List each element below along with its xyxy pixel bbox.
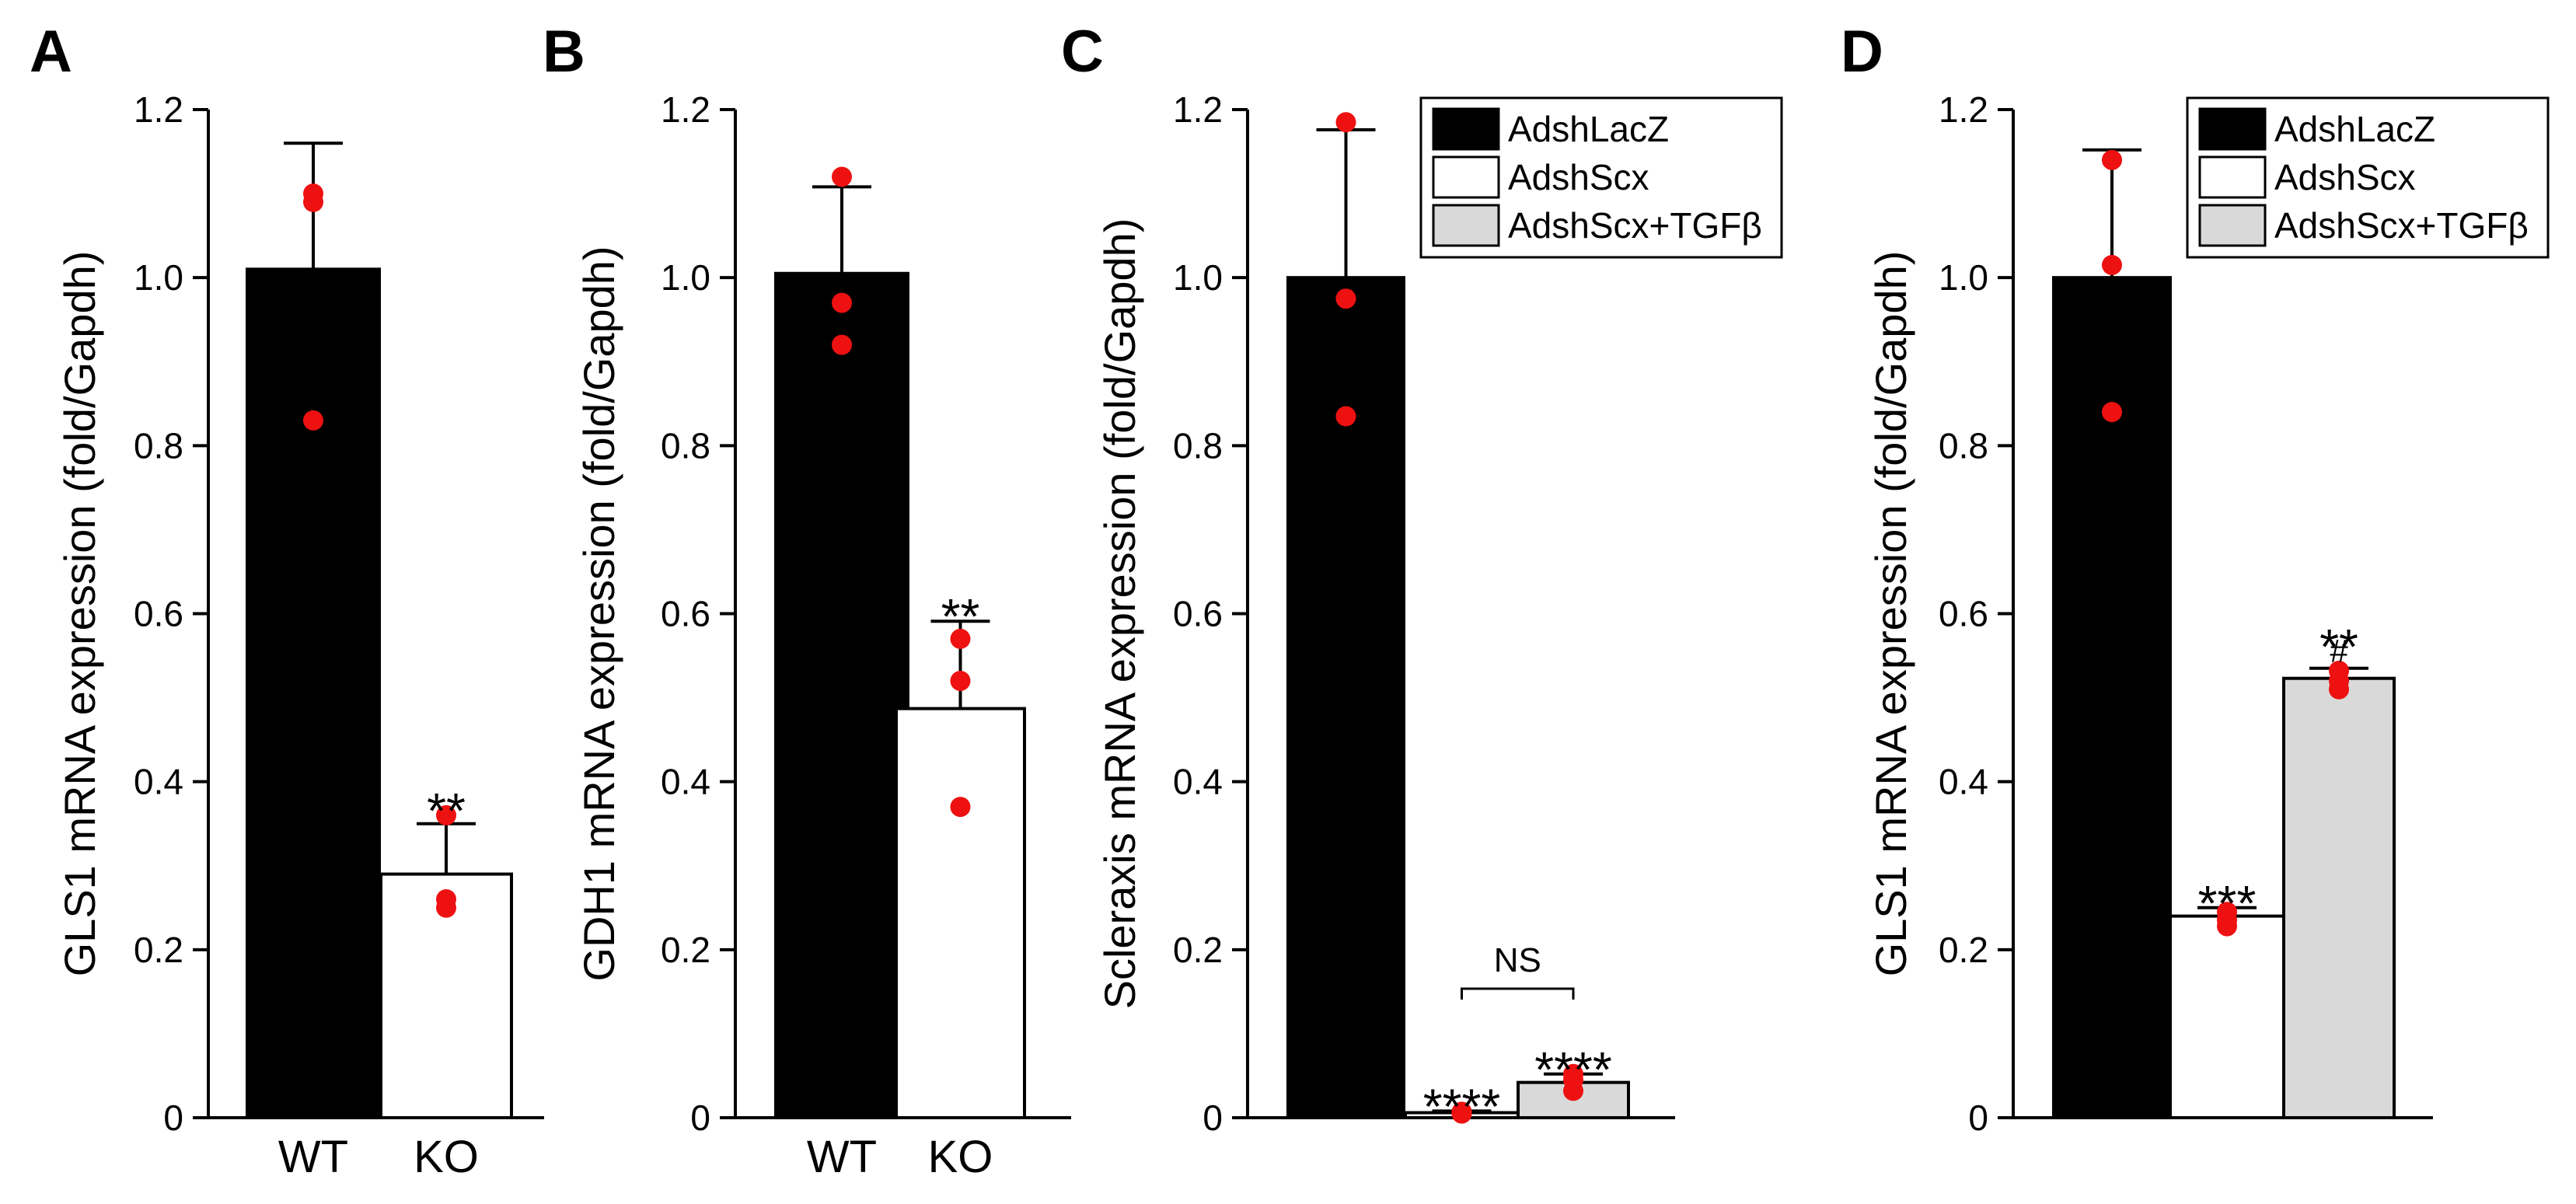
- y-tick-label: 1.2: [134, 89, 183, 130]
- panel-b: B 0 0.2 0.4 0.6 0.8 1.0 1.2 GDH1 mRNA expression…: [543, 19, 1071, 1182]
- bar: [2169, 914, 2285, 1119]
- legend-swatch: [2198, 204, 2267, 247]
- data-point: [1335, 288, 1356, 309]
- y-tick-label: 0: [1968, 1098, 1988, 1138]
- panel-letter: D: [1841, 19, 1883, 85]
- data-point: [950, 797, 971, 818]
- y-tick-label: 1.0: [134, 257, 183, 298]
- legend-swatch: [2198, 107, 2267, 151]
- legend-swatch: [1432, 107, 1500, 151]
- data-point: [436, 804, 456, 825]
- y-tick-label: 0.8: [1939, 425, 1988, 466]
- legend-label: AdshLacZ: [2274, 109, 2435, 149]
- data-point: [832, 334, 852, 355]
- legend-label: AdshScx+TGFβ: [1508, 205, 1762, 246]
- bar: [246, 267, 381, 1120]
- y-tick-label: 1.2: [1173, 89, 1223, 130]
- y-tick-label: 0.8: [1173, 425, 1223, 466]
- y-tick-label: 0.4: [134, 762, 183, 802]
- panel-letter: C: [1061, 19, 1104, 85]
- x-category-label: KO: [928, 1132, 993, 1182]
- y-tick-label: 0: [1202, 1098, 1223, 1138]
- data-point: [2102, 254, 2122, 275]
- y-tick-label: 0: [690, 1098, 710, 1138]
- y-tick-label: 1.0: [1173, 257, 1223, 298]
- significance-stars: **: [2319, 619, 2358, 675]
- significance-stars: **: [941, 588, 980, 644]
- data-point: [1563, 1080, 1583, 1101]
- data-point: [303, 410, 323, 431]
- data-point: [1335, 406, 1356, 427]
- data-point: [950, 670, 971, 691]
- y-tick-label: 0.6: [1173, 594, 1223, 634]
- data-point: [832, 166, 852, 187]
- panels: A 0 0.2 0.4 0.6 0.8 1.0 1.2 GLS1 mRNA expression…: [30, 19, 2550, 1182]
- y-tick-label: 1.2: [661, 89, 710, 130]
- y-tick-label: 1.2: [1939, 89, 1988, 130]
- data-point: [950, 628, 971, 649]
- bar: [2282, 676, 2396, 1119]
- data-point: [436, 897, 456, 918]
- data-point: [2102, 149, 2122, 170]
- significance-stars: **: [427, 783, 466, 839]
- y-tick-label: 0.2: [1939, 930, 1988, 970]
- legend-swatch: [1432, 204, 1500, 247]
- y-tick-label: 0.8: [661, 425, 710, 466]
- bar: [1286, 276, 1405, 1120]
- y-tick-label: 0.4: [661, 762, 710, 802]
- legend: AdshLacZ AdshScx AdshScx+TGFβ: [2186, 96, 2550, 259]
- panel-c: C 0 0.2 0.4 0.6 0.8 1.0 1.2 Scleraxis mRNA expre…: [1061, 19, 1783, 1138]
- panel-letter: A: [30, 19, 72, 85]
- ns-label: NS: [1494, 941, 1541, 979]
- y-axis-title: Scleraxis mRNA expression (fold/Gapdh): [1095, 218, 1144, 1010]
- y-tick-label: 0.4: [1173, 762, 1223, 802]
- ns-bracket: [1461, 987, 1575, 1000]
- y-tick-label: 0: [163, 1098, 183, 1138]
- x-category-label: KO: [414, 1132, 479, 1182]
- y-tick-label: 1.0: [1939, 257, 1988, 298]
- bar: [774, 271, 909, 1120]
- y-tick-label: 0.6: [661, 594, 710, 634]
- y-tick-label: 0.6: [134, 594, 183, 634]
- data-point: [1335, 112, 1356, 133]
- significance-stars: ****: [1534, 1042, 1612, 1098]
- legend-label: AdshScx: [1508, 157, 1649, 197]
- data-point: [303, 191, 323, 212]
- legend-label: AdshLacZ: [1508, 109, 1669, 149]
- data-point: [2217, 916, 2237, 937]
- y-tick-label: 1.0: [661, 257, 710, 298]
- panel-letter: B: [543, 19, 585, 85]
- y-tick-label: 0.4: [1939, 762, 1988, 802]
- significance-hash: #: [2330, 633, 2348, 669]
- y-tick-label: 0.6: [1939, 594, 1988, 634]
- y-axis-title: GDH1 mRNA expression (fold/Gapdh): [574, 246, 623, 981]
- legend-label: AdshScx: [2274, 157, 2416, 197]
- panel-a: A 0 0.2 0.4 0.6 0.8 1.0 1.2 GLS1 mRNA expression…: [30, 19, 544, 1182]
- x-category-label: WT: [278, 1132, 348, 1182]
- y-tick-label: 0.2: [661, 930, 710, 970]
- bar: [895, 707, 1026, 1119]
- y-tick-label: 0.2: [1173, 930, 1223, 970]
- data-point: [1451, 1103, 1472, 1124]
- legend-label: AdshScx+TGFβ: [2274, 205, 2529, 246]
- legend: AdshLacZ AdshScx AdshScx+TGFβ: [1419, 96, 1783, 259]
- significance-stars: ****: [1423, 1078, 1501, 1134]
- legend-swatch: [1432, 155, 1500, 199]
- data-point: [2102, 402, 2122, 423]
- y-tick-label: 0.8: [134, 425, 183, 466]
- y-axis-title: GLS1 mRNA expression (fold/Gapdh): [1866, 251, 1915, 977]
- y-axis-title: GLS1 mRNA expression (fold/Gapdh): [55, 251, 104, 977]
- data-point: [832, 292, 852, 313]
- significance-stars: ***: [2198, 875, 2257, 931]
- panel-d: D 0 0.2 0.4 0.6 0.8 1.0 1.2 GLS1 mRNA expression…: [1841, 19, 2550, 1138]
- legend-swatch: [2198, 155, 2267, 199]
- y-tick-label: 0.2: [134, 930, 183, 970]
- data-point: [2329, 679, 2349, 700]
- x-category-label: WT: [807, 1132, 877, 1182]
